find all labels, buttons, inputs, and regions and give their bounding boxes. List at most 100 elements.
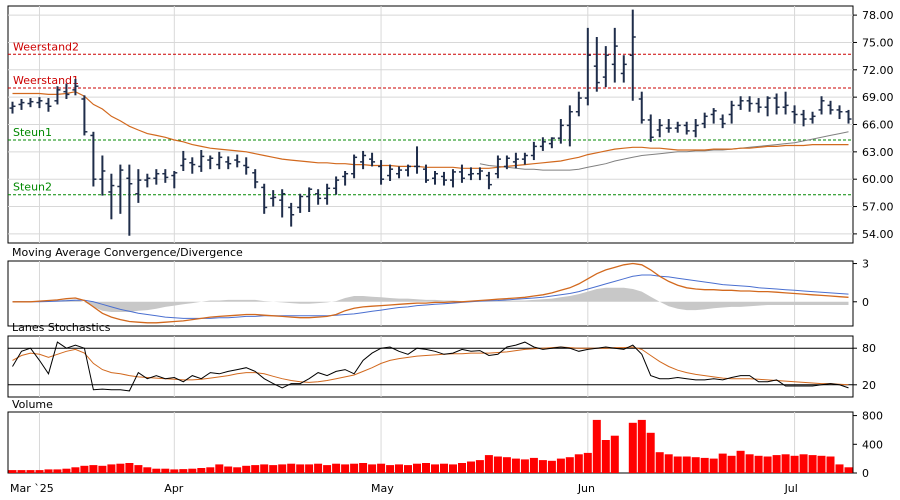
y-tick-label: 63.00 — [862, 146, 894, 159]
y-tick-label: 3 — [862, 258, 869, 271]
volume-bar — [673, 456, 682, 473]
volume-bar — [17, 470, 26, 473]
volume-bar — [511, 458, 520, 473]
volume-bar — [844, 467, 853, 473]
level-label: Weerstand1 — [13, 74, 79, 87]
volume-bar — [556, 458, 565, 473]
volume-panel: Volume 800 400 0 — [7, 398, 883, 480]
volume-bar — [422, 463, 430, 473]
volume-bar — [143, 467, 152, 473]
volume-bar — [449, 464, 457, 473]
stochastic-k-line — [12, 341, 849, 392]
panel-frame — [7, 335, 854, 398]
volume-bar — [458, 463, 466, 473]
panel-title: Lanes Stochastics — [12, 321, 111, 334]
volume-bar — [682, 456, 691, 473]
volume-bar — [691, 457, 700, 473]
volume-bar — [628, 422, 637, 473]
volume-bar — [637, 419, 646, 473]
volume-bar — [664, 454, 673, 473]
macd-histogram — [12, 287, 849, 312]
y-tick-label: 66.00 — [862, 119, 894, 132]
volume-bar — [251, 465, 260, 473]
volume-bar — [314, 463, 323, 473]
volume-bar — [565, 457, 574, 473]
volume-bar — [134, 465, 143, 473]
volume-bar — [53, 469, 62, 473]
y-tick-label: 800 — [862, 410, 883, 423]
volume-bar — [377, 463, 386, 473]
volume-bar — [107, 464, 116, 473]
volume-bar — [98, 465, 107, 473]
volume-bar — [305, 464, 314, 473]
y-tick-label: 400 — [862, 438, 883, 451]
y-tick-label: 20 — [862, 379, 876, 392]
y-tick-label: 69.00 — [862, 91, 894, 104]
volume-bar — [583, 452, 592, 473]
volume-bar — [745, 454, 754, 473]
stochastics-panel: Lanes Stochastics 80 20 — [7, 321, 876, 398]
volume-bar — [26, 470, 35, 473]
volume-bar — [359, 463, 368, 473]
y-tick-label: 54.00 — [862, 228, 894, 241]
moving-average-orange — [12, 91, 849, 169]
volume-bar — [592, 419, 601, 473]
volume-bar — [179, 469, 188, 473]
volume-bar — [655, 452, 664, 473]
volume-bar — [116, 463, 125, 473]
volume-bar — [206, 467, 215, 473]
volume-bar — [341, 464, 350, 473]
volume-bar — [188, 468, 197, 473]
volume-bar — [170, 469, 179, 473]
macd-signal-line — [12, 274, 849, 319]
volume-bar — [520, 459, 529, 473]
volume-bar — [727, 455, 736, 473]
panel-frame — [7, 260, 854, 327]
y-tick-label: 0 — [862, 296, 869, 309]
volume-bar — [323, 465, 332, 473]
volume-bar — [197, 468, 206, 473]
volume-bar — [772, 455, 781, 473]
volume-bar — [799, 454, 808, 473]
y-tick-label: 0 — [862, 467, 869, 480]
volume-bar — [440, 463, 448, 473]
y-tick-label: 80 — [862, 342, 876, 355]
volume-bar — [484, 455, 493, 473]
x-tick-label: Mar `25 — [10, 482, 54, 495]
volume-bar — [242, 465, 251, 473]
x-tick-label: May — [371, 482, 394, 495]
level-label: Weerstand2 — [13, 40, 79, 53]
volume-bar — [781, 454, 790, 473]
volume-bar — [538, 460, 547, 473]
volume-bar — [269, 465, 278, 473]
volume-bar — [431, 464, 439, 473]
volume-bar — [395, 464, 403, 473]
x-axis: Mar `25 Apr May Jun Jul — [10, 482, 798, 495]
volume-bar — [808, 455, 817, 473]
panel-title: Volume — [12, 398, 53, 411]
panel-title: Moving Average Convergence/Divergence — [12, 246, 243, 259]
stochastic-d-line — [12, 346, 849, 386]
volume-bar — [233, 467, 242, 473]
volume-bar — [161, 468, 170, 473]
moving-average-gray — [479, 131, 849, 171]
y-tick-label: 72.00 — [862, 64, 894, 77]
volume-bar — [62, 468, 71, 473]
volume-bar — [493, 456, 502, 473]
volume-bar — [278, 464, 287, 473]
volume-bar — [835, 464, 844, 473]
volume-bar — [89, 465, 98, 473]
y-tick-label: 57.00 — [862, 201, 894, 214]
x-tick-label: Jul — [784, 482, 798, 495]
volume-bar — [529, 457, 538, 473]
volume-bar — [125, 463, 134, 473]
x-tick-label: Jun — [577, 482, 595, 495]
volume-bar — [260, 464, 269, 473]
volume-bar — [574, 454, 583, 473]
volume-bar — [826, 456, 835, 473]
x-tick-label: Apr — [164, 482, 184, 495]
volume-bar — [368, 464, 377, 473]
volume-bar — [44, 469, 53, 473]
y-tick-label: 78.00 — [862, 9, 894, 22]
